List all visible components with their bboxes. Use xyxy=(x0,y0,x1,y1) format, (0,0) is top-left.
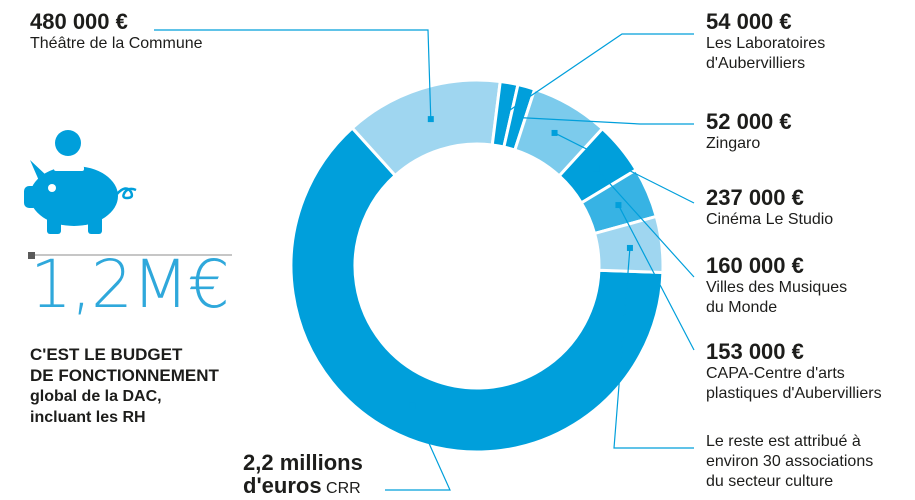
amount-musiques: 160 000 € xyxy=(706,253,804,278)
leader-dot-capa xyxy=(615,202,622,209)
label-capa-1: CAPA-Centre d'arts xyxy=(706,365,845,382)
annotation-theatre: 480 000 € Théâtre de la Commune xyxy=(30,10,203,54)
label-musiques-1: Villes des Musiques xyxy=(706,279,848,296)
piggy-bank-icon xyxy=(24,130,137,234)
label-labos-1: Les Laboratoires xyxy=(706,35,826,52)
label-musiques-2: du Monde xyxy=(706,299,778,316)
label-zingaro: Zingaro xyxy=(706,135,761,152)
label-labos-2: d'Aubervilliers xyxy=(706,55,806,72)
amount-theatre: 480 000 € xyxy=(30,9,128,34)
budget-caption: C'EST LE BUDGET DE FONCTIONNEMENT global… xyxy=(30,344,219,428)
amount-zingaro: 52 000 € xyxy=(706,109,792,134)
leader-line-musiques xyxy=(595,167,695,278)
annotation-labos: 54 000 € Les Laboratoires d'Aubervillier… xyxy=(706,10,825,74)
amount-capa: 153 000 € xyxy=(706,339,804,364)
caption-line-1: C'EST LE BUDGET xyxy=(30,345,183,364)
caption-line-4: incluant les RH xyxy=(30,409,146,426)
amount-crr-line1: 2,2 millions xyxy=(243,450,363,475)
leader-line-crr xyxy=(385,405,451,491)
label-reste-2: environ 30 associations xyxy=(706,453,874,470)
annotation-musiques: 160 000 € Villes des Musiques du Monde xyxy=(706,254,847,318)
leader-dot-reste xyxy=(626,244,633,251)
leader-line-theatre xyxy=(154,29,432,120)
crr-line2: d'euros CRR xyxy=(243,474,363,500)
budget-total: 1,2M€ xyxy=(30,246,230,323)
label-theatre: Théâtre de la Commune xyxy=(30,35,203,52)
donut-slice-crr xyxy=(289,125,665,454)
leader-line-studio xyxy=(554,132,695,204)
annotation-crr: 2,2 millions d'euros CRR xyxy=(243,452,363,500)
amount-studio: 237 000 € xyxy=(706,185,804,210)
annotation-reste: Le reste est attribué à environ 30 assoc… xyxy=(706,432,873,492)
leader-lines xyxy=(154,29,695,491)
leader-dot-studio xyxy=(551,129,558,136)
label-crr: CRR xyxy=(326,480,361,497)
label-capa-2: plastiques d'Aubervilliers xyxy=(706,385,882,402)
donut-slices xyxy=(289,78,665,454)
leader-dot-musiques xyxy=(593,165,600,172)
caption-line-2: DE FONCTIONNEMENT xyxy=(30,366,219,385)
leader-dot-zingaro xyxy=(514,114,521,121)
annotation-zingaro: 52 000 € Zingaro xyxy=(706,110,792,154)
label-studio: Cinéma Le Studio xyxy=(706,211,834,228)
separator-marker xyxy=(28,252,35,259)
leader-line-reste xyxy=(613,247,694,449)
label-reste-3: du secteur culture xyxy=(706,473,834,490)
leader-dot-theatre xyxy=(427,116,434,123)
leader-dot-labos xyxy=(500,111,507,118)
leader-line-zingaro xyxy=(517,116,694,125)
amount-crr-line2: d'euros xyxy=(243,473,322,498)
leader-line-capa xyxy=(617,204,695,351)
leader-dot-crr xyxy=(409,402,416,409)
amount-labos: 54 000 € xyxy=(706,9,792,34)
label-reste-1: Le reste est attribué à xyxy=(706,433,861,450)
annotation-studio: 237 000 € Cinéma Le Studio xyxy=(706,186,833,230)
annotation-capa: 153 000 € CAPA-Centre d'arts plastiques … xyxy=(706,340,882,404)
leader-line-labos xyxy=(503,33,694,115)
caption-line-3: global de la DAC, xyxy=(30,388,162,405)
